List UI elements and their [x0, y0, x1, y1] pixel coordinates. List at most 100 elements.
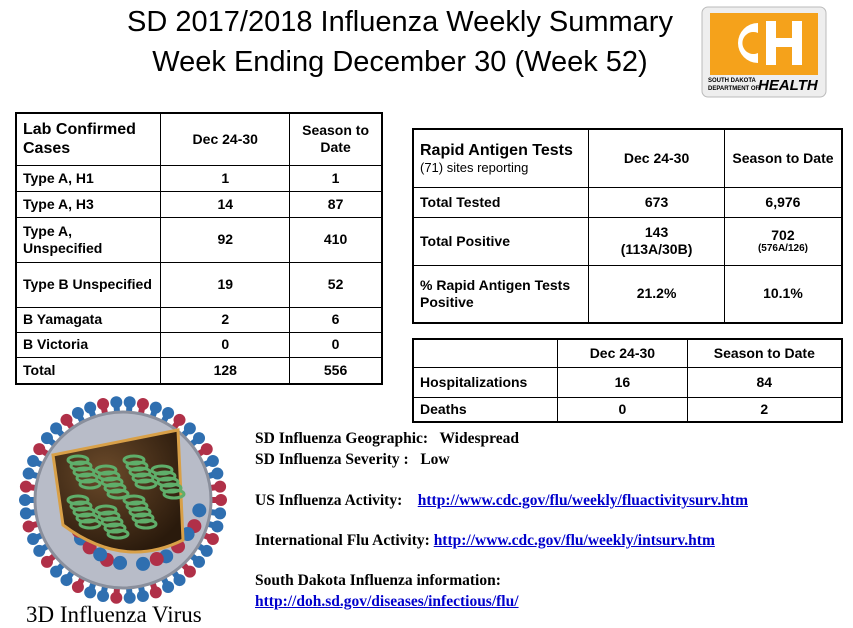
spike-head: [214, 507, 227, 520]
header-cell: Dec 24-30: [588, 128, 725, 188]
table-cell: 52: [289, 261, 383, 308]
table-row: Type B Unspecified 19 52: [15, 261, 383, 308]
logo-h: [766, 38, 802, 47]
table-row: Type A, H3 14 87: [15, 190, 383, 218]
spike-head: [110, 591, 123, 604]
rnp-coil: [156, 476, 180, 488]
header-cell: Season to Date: [289, 112, 383, 166]
table-cell: 2: [686, 396, 843, 423]
spike-head: [183, 565, 196, 578]
table-cell: Total: [15, 356, 162, 385]
spike-head: [200, 544, 213, 557]
logo-c: [738, 23, 758, 63]
link[interactable]: http://www.cdc.gov/flu/weekly/intsurv.ht…: [433, 532, 715, 549]
rnp-coil: [97, 510, 121, 522]
table-cell: 6: [289, 306, 383, 333]
rnp-coil: [78, 478, 102, 490]
spike-head: [33, 443, 46, 456]
link[interactable]: http://doh.sd.gov/diseases/infectious/fl…: [255, 593, 519, 610]
rnp-coil: [75, 472, 99, 484]
table-row: Total Positive 143 (113A/30B) 702 (576A/126): [412, 216, 843, 266]
table-row: Total Tested 673 6,976: [412, 186, 843, 218]
header-cell: Lab Confirmed Cases: [15, 112, 162, 166]
rnp-coil: [106, 488, 130, 500]
spike-head: [19, 480, 32, 493]
table-cell: 0: [160, 331, 291, 358]
table-cell: 128: [160, 356, 291, 385]
spike-head: [123, 591, 136, 604]
spike-head: [22, 467, 35, 480]
rnp-coil: [134, 478, 158, 490]
link[interactable]: http://www.cdc.gov/flu/weekly/fluactivit…: [417, 492, 748, 509]
info-line: http://doh.sd.gov/diseases/infectious/fl…: [255, 593, 519, 611]
rnp-coil: [69, 500, 93, 512]
header-subtitle: (71) sites reporting: [420, 160, 529, 176]
table-cell: Deaths: [412, 396, 559, 423]
rnp-coil: [131, 512, 155, 524]
table-row: % Rapid Antigen Tests Positive 21.2% 10.1%: [412, 264, 843, 324]
rnp-coil: [94, 464, 118, 476]
rnp-coil: [66, 494, 90, 506]
table-cell: 702 (576A/126): [723, 216, 843, 266]
spike-head: [97, 589, 110, 602]
logo-word: HEALTH: [758, 77, 819, 94]
info-value: Widespread: [439, 430, 519, 447]
table-cell: Type A, H1: [15, 164, 162, 192]
rnp-coil: [122, 454, 146, 466]
logo-text: DEPARTMENT OF: [708, 86, 760, 92]
lab-table: Lab Confirmed Cases Dec 24-30 Season to Da…: [15, 112, 383, 385]
spike-head: [206, 533, 219, 546]
spike-head: [50, 565, 63, 578]
table-cell: 92: [160, 216, 291, 263]
table-cell: 1: [160, 164, 291, 192]
rnp-coil: [162, 488, 186, 500]
logo-text: SOUTH DAKOTA: [708, 78, 757, 84]
info-label: SD Influenza Geographic:: [255, 430, 429, 447]
table-cell: 21.2%: [588, 264, 725, 324]
table-cell: 10.1%: [723, 264, 843, 324]
cell-value: 702: [771, 226, 795, 243]
spike-head: [206, 454, 219, 467]
title-line: SD 2017/2018 Influenza Weekly Summary: [127, 6, 673, 38]
table-cell: 143 (113A/30B): [588, 216, 725, 266]
spike-head: [27, 454, 40, 467]
cell-value: 143: [644, 224, 669, 241]
spike-head: [71, 581, 84, 594]
spike-head: [215, 494, 227, 506]
spike-head: [123, 396, 136, 409]
rnp-coil: [153, 470, 177, 482]
rnp-coil: [125, 500, 149, 512]
spike-head: [162, 581, 175, 594]
rnp-coil: [94, 504, 118, 516]
rnp-coil: [125, 460, 149, 472]
table-cell: 14: [160, 190, 291, 218]
rnp-coil: [72, 466, 96, 478]
rnp-coil: [100, 516, 124, 528]
table-row: B Victoria 0 0: [15, 331, 383, 358]
rnp-coil: [150, 464, 174, 476]
spike-head: [149, 401, 162, 414]
table-cell: Type A, Unspecified: [15, 216, 162, 263]
header-cell: Season to Date: [723, 128, 843, 188]
spike-head: [50, 422, 63, 435]
spike-head: [22, 520, 35, 533]
table-row: Deaths 0 2: [412, 396, 843, 423]
table-cell: 0: [557, 396, 688, 423]
table-cell: 84: [686, 366, 843, 398]
rnp-coil: [97, 470, 121, 482]
rnp-coil: [100, 476, 124, 488]
rnp-coil: [72, 506, 96, 518]
spike-head: [149, 586, 162, 599]
table-cell: % Rapid Antigen Tests Positive: [412, 264, 590, 324]
spike-head: [193, 432, 206, 445]
spike-head: [110, 396, 123, 409]
header-cell: Rapid Antigen Tests (71) sites reporting: [412, 128, 590, 188]
spike-head: [136, 398, 149, 411]
spike-head: [40, 432, 53, 445]
spike-head: [84, 586, 97, 599]
title-line: Week Ending December 30 (Week 52): [152, 46, 648, 78]
table-cell: 556: [289, 356, 383, 385]
spike-head: [19, 507, 32, 520]
info-line: SD Influenza Severity : Low: [255, 451, 450, 469]
rapid-table: Rapid Antigen Tests (71) sites reporting D…: [412, 128, 843, 324]
